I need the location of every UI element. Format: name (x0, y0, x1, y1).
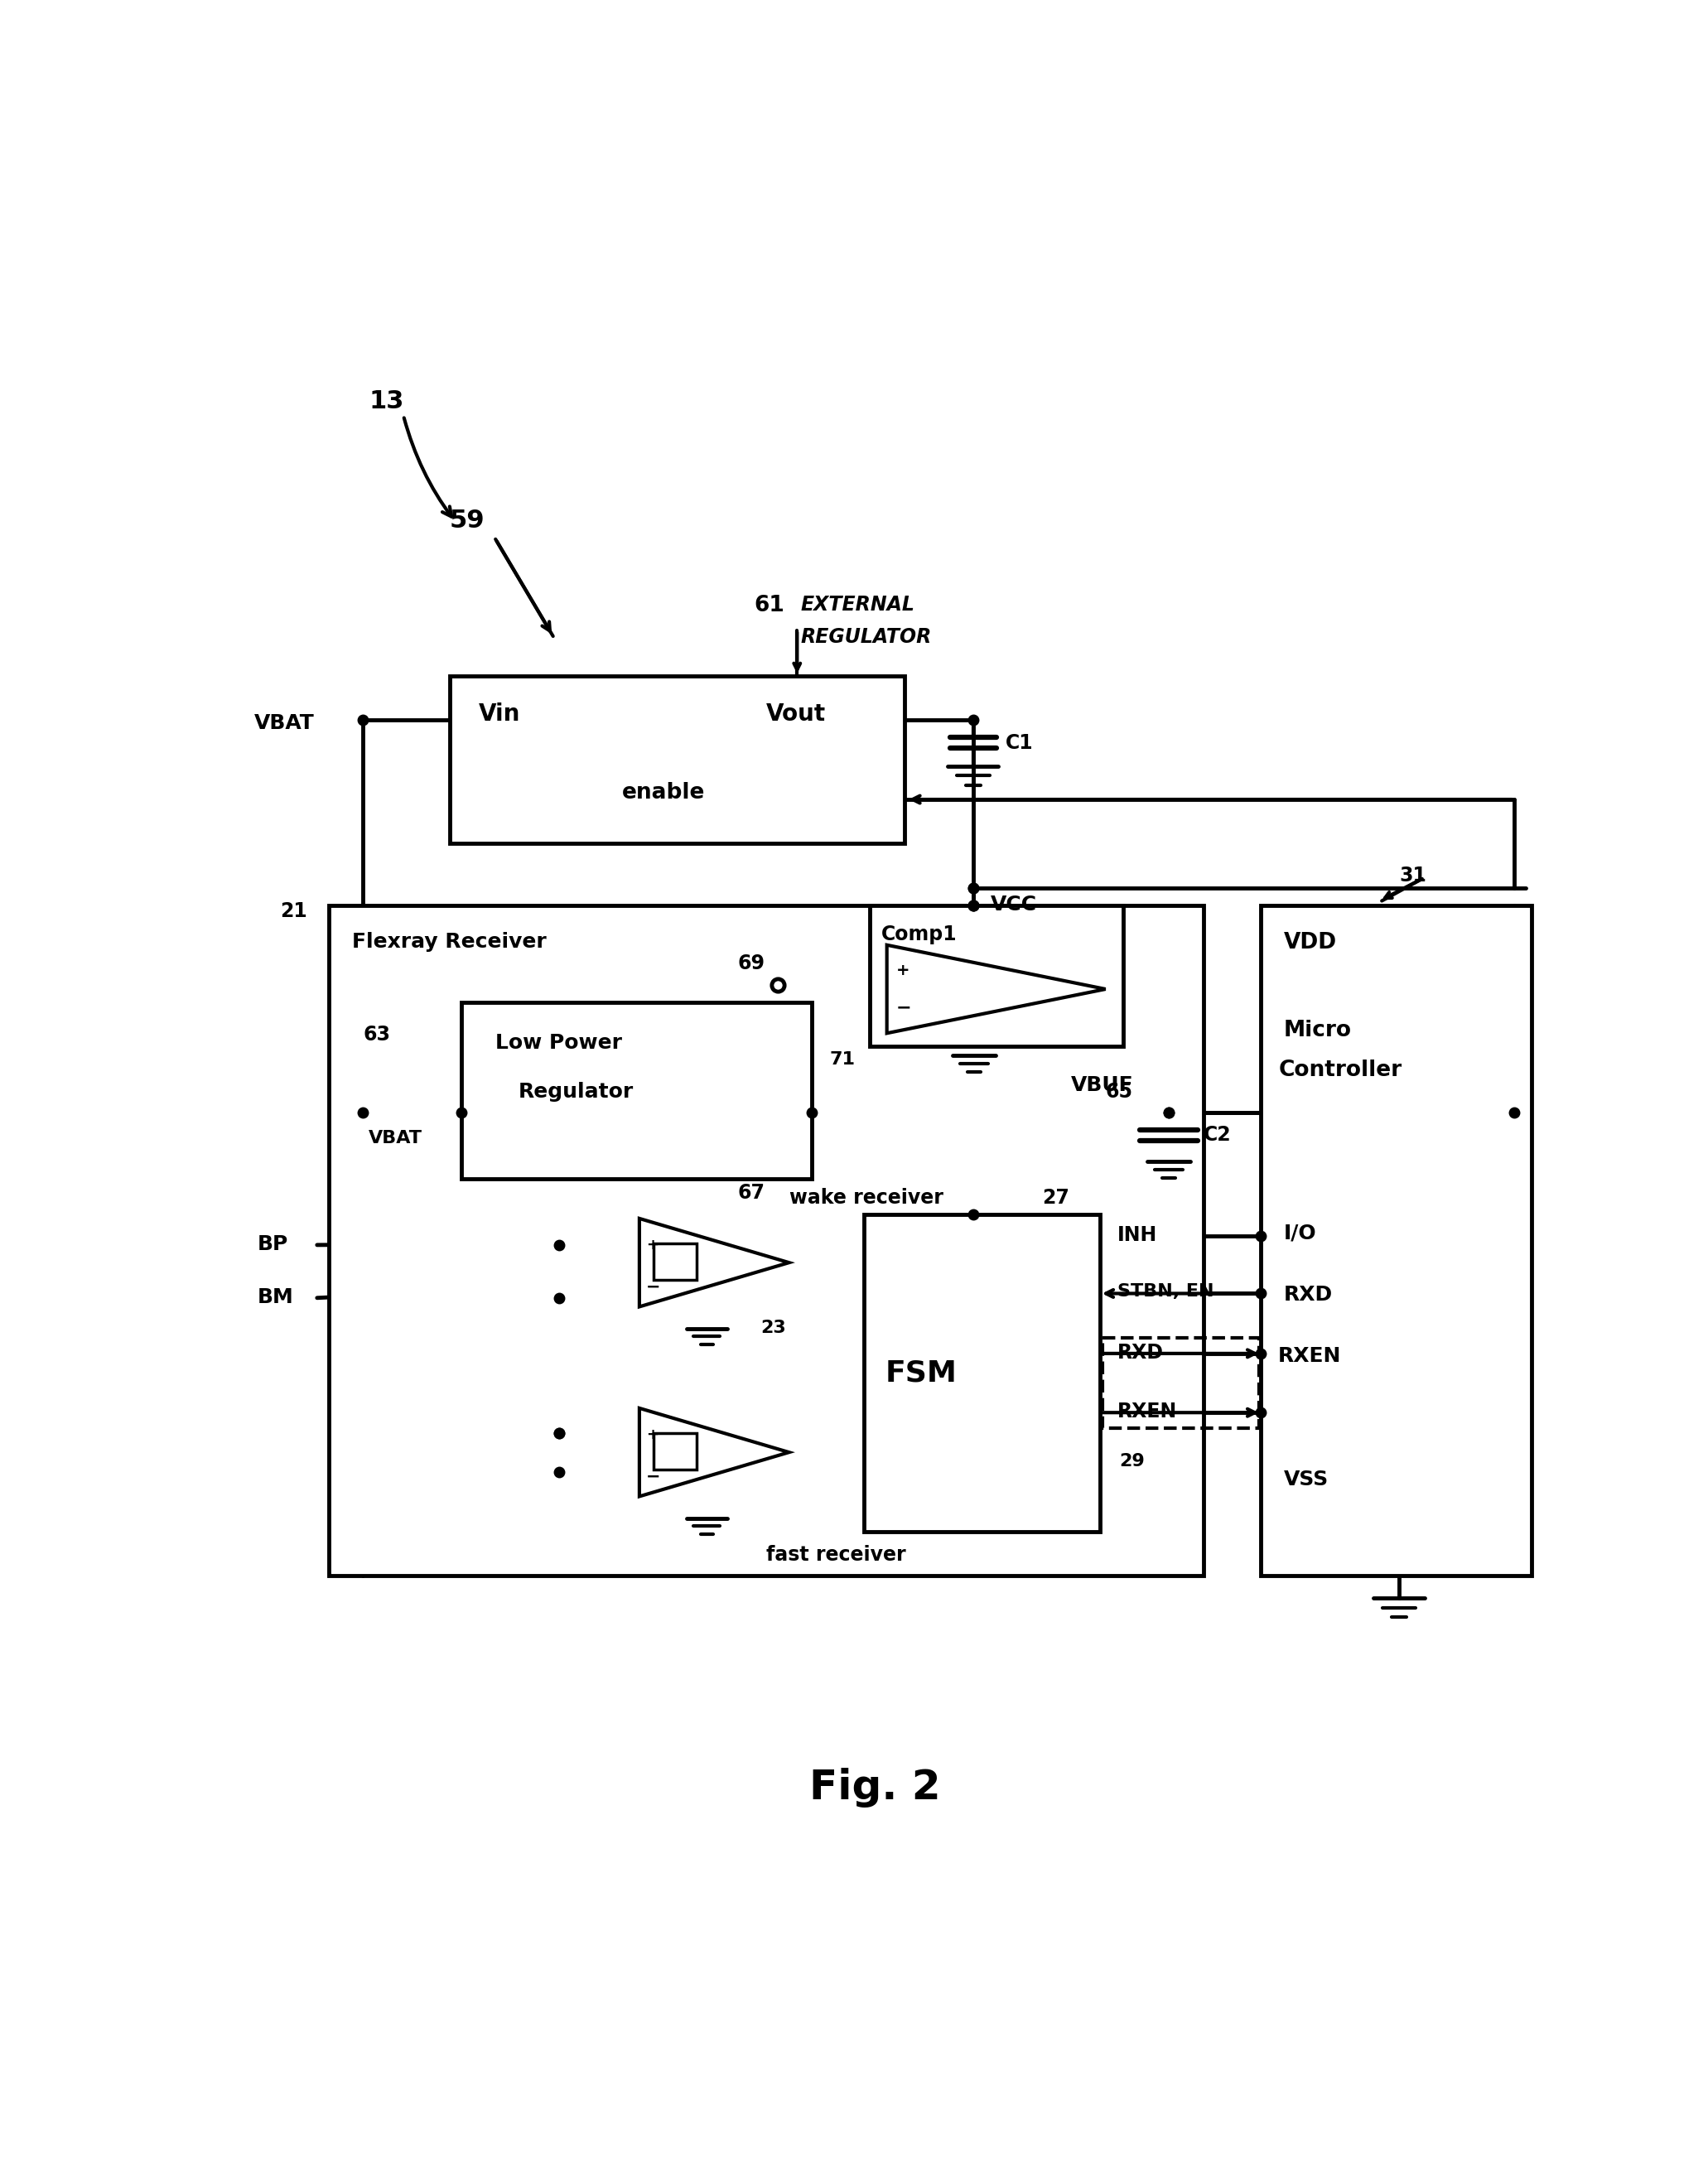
Text: 31: 31 (1399, 866, 1426, 886)
Text: Comp1: Comp1 (881, 925, 956, 945)
Text: 71: 71 (830, 1051, 856, 1067)
Text: 65: 65 (1105, 1082, 1132, 1102)
Bar (461, 1001, 811, 1178)
Text: Micro: Micro (1284, 1021, 1353, 1041)
Text: Flexray Receiver: Flexray Receiver (352, 932, 547, 951)
Text: C1: C1 (1006, 734, 1033, 753)
Text: VBAT: VBAT (369, 1130, 424, 1147)
Bar (1261, 906, 1532, 1576)
Text: Vin: Vin (478, 703, 519, 725)
Text: −: − (646, 1467, 661, 1485)
Text: fast receiver: fast receiver (765, 1546, 905, 1565)
Text: Low Power: Low Power (495, 1034, 622, 1054)
Text: EXTERNAL: EXTERNAL (801, 594, 915, 614)
Text: Controller: Controller (1278, 1060, 1402, 1082)
Text: BM: BM (258, 1287, 294, 1306)
Text: 29: 29 (1119, 1454, 1144, 1469)
Text: VBAT: VBAT (254, 712, 314, 734)
Text: Regulator: Regulator (519, 1082, 634, 1102)
Text: wake receiver: wake receiver (789, 1189, 943, 1208)
Text: 69: 69 (738, 954, 765, 973)
Text: BP: BP (258, 1234, 289, 1254)
Text: INH: INH (1117, 1226, 1156, 1245)
Bar (869, 906, 1122, 1047)
Bar (864, 1215, 1100, 1533)
Bar (1102, 1337, 1259, 1428)
Text: 59: 59 (449, 507, 485, 533)
Text: Fig. 2: Fig. 2 (810, 1768, 941, 1807)
Text: +: + (897, 962, 910, 977)
Text: RXEN: RXEN (1278, 1345, 1341, 1367)
Text: RXEN: RXEN (1117, 1402, 1177, 1422)
Text: RXD: RXD (1117, 1343, 1163, 1363)
Text: −: − (646, 1278, 661, 1295)
Text: 61: 61 (755, 594, 786, 616)
Text: enable: enable (622, 782, 705, 803)
Text: 13: 13 (369, 390, 405, 414)
Text: VSS: VSS (1284, 1469, 1329, 1489)
Text: C2: C2 (1204, 1126, 1231, 1145)
Text: 21: 21 (280, 901, 307, 921)
Text: 23: 23 (760, 1319, 786, 1337)
Text: FSM: FSM (885, 1358, 958, 1387)
Text: VBUF: VBUF (1071, 1075, 1134, 1095)
Text: 67: 67 (738, 1184, 765, 1204)
Text: I/O: I/O (1284, 1223, 1317, 1243)
Bar (328, 906, 1204, 1576)
Bar (652, 1243, 697, 1280)
Text: +: + (646, 1239, 659, 1252)
Text: RXD: RXD (1284, 1284, 1332, 1304)
Text: STBN, EN: STBN, EN (1117, 1282, 1214, 1300)
Text: −: − (897, 999, 912, 1014)
Text: Vout: Vout (765, 703, 825, 725)
Text: REGULATOR: REGULATOR (801, 627, 933, 647)
Text: 63: 63 (364, 1025, 391, 1045)
Bar (449, 675, 904, 842)
Text: VDD: VDD (1284, 932, 1337, 954)
Bar (652, 1432, 697, 1469)
Text: +: + (646, 1428, 659, 1443)
Text: VCC: VCC (991, 895, 1037, 914)
Text: 27: 27 (1042, 1189, 1069, 1208)
